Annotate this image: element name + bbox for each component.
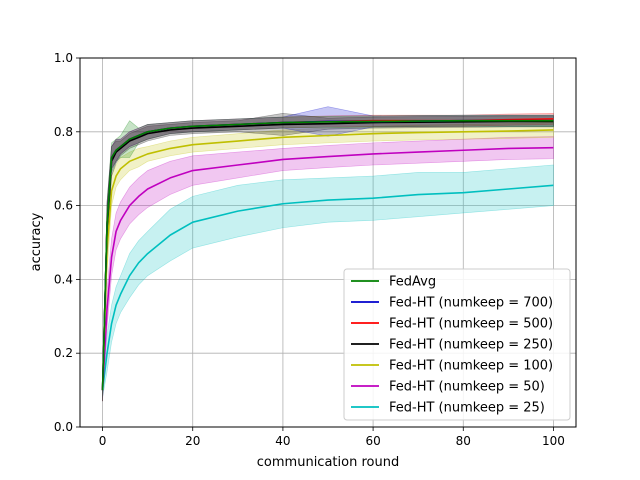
x-tick-label: 80 [456, 434, 471, 448]
y-tick-label: 0.2 [54, 346, 73, 360]
series-line-fed-ht-numkeep-250 [101, 120, 554, 391]
plot-area [79, 57, 577, 428]
band-fed-ht-numkeep-700 [102, 106, 554, 402]
band-fed-ht-numkeep-50 [102, 136, 554, 402]
band-fed-ht-numkeep-25 [102, 164, 554, 398]
legend-label-fedavg: FedAvg [389, 275, 436, 290]
band-fed-ht-numkeep-500 [102, 113, 554, 402]
series-line-fedavg [101, 119, 554, 391]
legend-label-fed-ht-numkeep-500: Fed-HT (numkeep = 500) [389, 317, 553, 332]
band-fed-ht-numkeep-250 [102, 113, 554, 402]
y-axis-label: accuracy [29, 212, 44, 271]
series-line-fed-ht-numkeep-25 [101, 184, 554, 391]
band-fedavg [102, 114, 554, 402]
band-layer [102, 106, 554, 402]
x-axis-label: communication round [257, 455, 399, 470]
y-tick-label: 0.0 [54, 420, 73, 434]
y-tick-label: 0.6 [54, 199, 73, 213]
legend-label-fed-ht-numkeep-250: Fed-HT (numkeep = 250) [389, 338, 553, 353]
y-tick-label: 0.8 [54, 125, 73, 139]
x-tick-label: 0 [99, 434, 107, 448]
legend-label-fed-ht-numkeep-50: Fed-HT (numkeep = 50) [389, 380, 545, 395]
tick-layer: 0 20 40 60 80 100 0.0 0.2 0.4 0.6 0.8 1.0 [54, 51, 565, 448]
y-tick-label: 0.4 [54, 272, 73, 286]
y-tick-label: 1.0 [54, 51, 73, 65]
x-tick-label: 20 [185, 434, 200, 448]
x-tick-label: 100 [542, 434, 565, 448]
legend-box [343, 268, 571, 421]
legend-label-fed-ht-numkeep-700: Fed-HT (numkeep = 700) [389, 296, 553, 311]
legend: FedAvg Fed-HT (numkeep = 700) Fed-HT (numk… [343, 268, 571, 421]
series-line-fed-ht-numkeep-50 [101, 146, 554, 391]
legend-label-fed-ht-numkeep-100: Fed-HT (numkeep = 100) [389, 359, 553, 374]
legend-label-fed-ht-numkeep-25: Fed-HT (numkeep = 25) [389, 401, 545, 416]
band-fed-ht-numkeep-100 [102, 122, 554, 402]
line-layer [101, 118, 554, 391]
x-tick-label: 40 [275, 434, 290, 448]
x-tick-label: 60 [365, 434, 380, 448]
series-line-fed-ht-numkeep-100 [101, 129, 554, 391]
